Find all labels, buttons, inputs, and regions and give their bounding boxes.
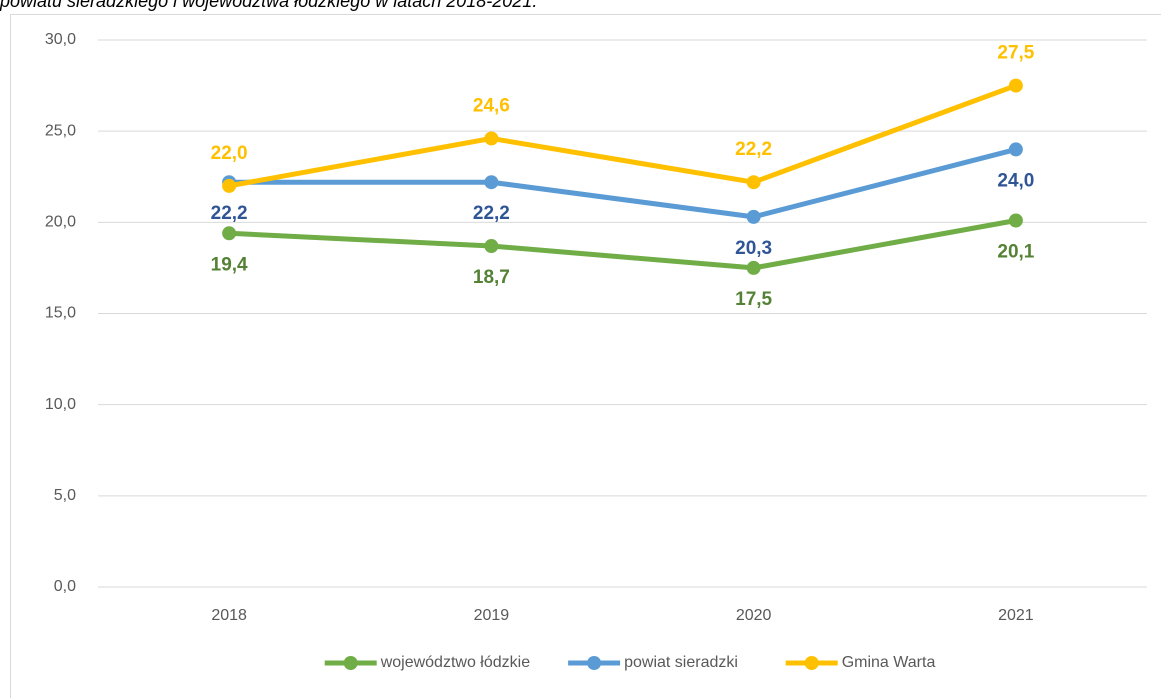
y-tick-label: 10,0 [45,396,76,413]
point [484,131,499,146]
data-label: 20,1 [997,242,1034,263]
data-label: 18,7 [473,267,510,288]
point [746,175,761,190]
legend-marker [343,656,358,670]
point [484,239,499,254]
point [746,260,761,275]
series-line [229,218,1017,271]
point [746,209,761,224]
x-tick-label: 2019 [474,607,510,624]
point [484,175,499,190]
legend-label: powiat sieradzki [624,654,738,671]
series-line [228,83,1017,189]
data-label: 20,3 [735,238,772,259]
legend-label: Gmina Warta [842,654,936,671]
chart-title: powiatu sieradzkiego i województwa łódzk… [0,0,537,11]
y-tick-label: 30,0 [45,31,76,48]
data-label: 22,0 [211,143,248,164]
data-label: 22,2 [735,139,772,160]
y-tick-label: 15,0 [45,305,76,322]
y-tick-label: 5,0 [54,487,76,504]
point [1008,142,1023,157]
x-tick-label: 2021 [998,607,1034,624]
data-label: 24,0 [997,170,1034,191]
legend-marker [804,656,819,670]
chart-border [10,14,1161,698]
x-tick-label: 2018 [211,607,247,624]
y-tick-label: 20,0 [45,214,76,231]
data-label: 24,6 [473,95,510,116]
data-label: 27,5 [997,43,1034,64]
legend-label: województwo łódzkie [380,654,531,671]
point [222,226,237,241]
data-label: 22,2 [211,203,248,224]
point [222,178,237,193]
point [1008,78,1023,93]
point [1008,213,1023,228]
y-tick-label: 25,0 [45,122,76,139]
data-label: 22,2 [473,203,510,224]
y-tick-label: 0,0 [54,578,76,595]
x-tick-label: 2020 [736,607,772,624]
data-label: 17,5 [735,289,772,310]
series-line [229,146,1017,220]
legend-marker [587,656,602,670]
data-label: 19,4 [211,254,248,275]
